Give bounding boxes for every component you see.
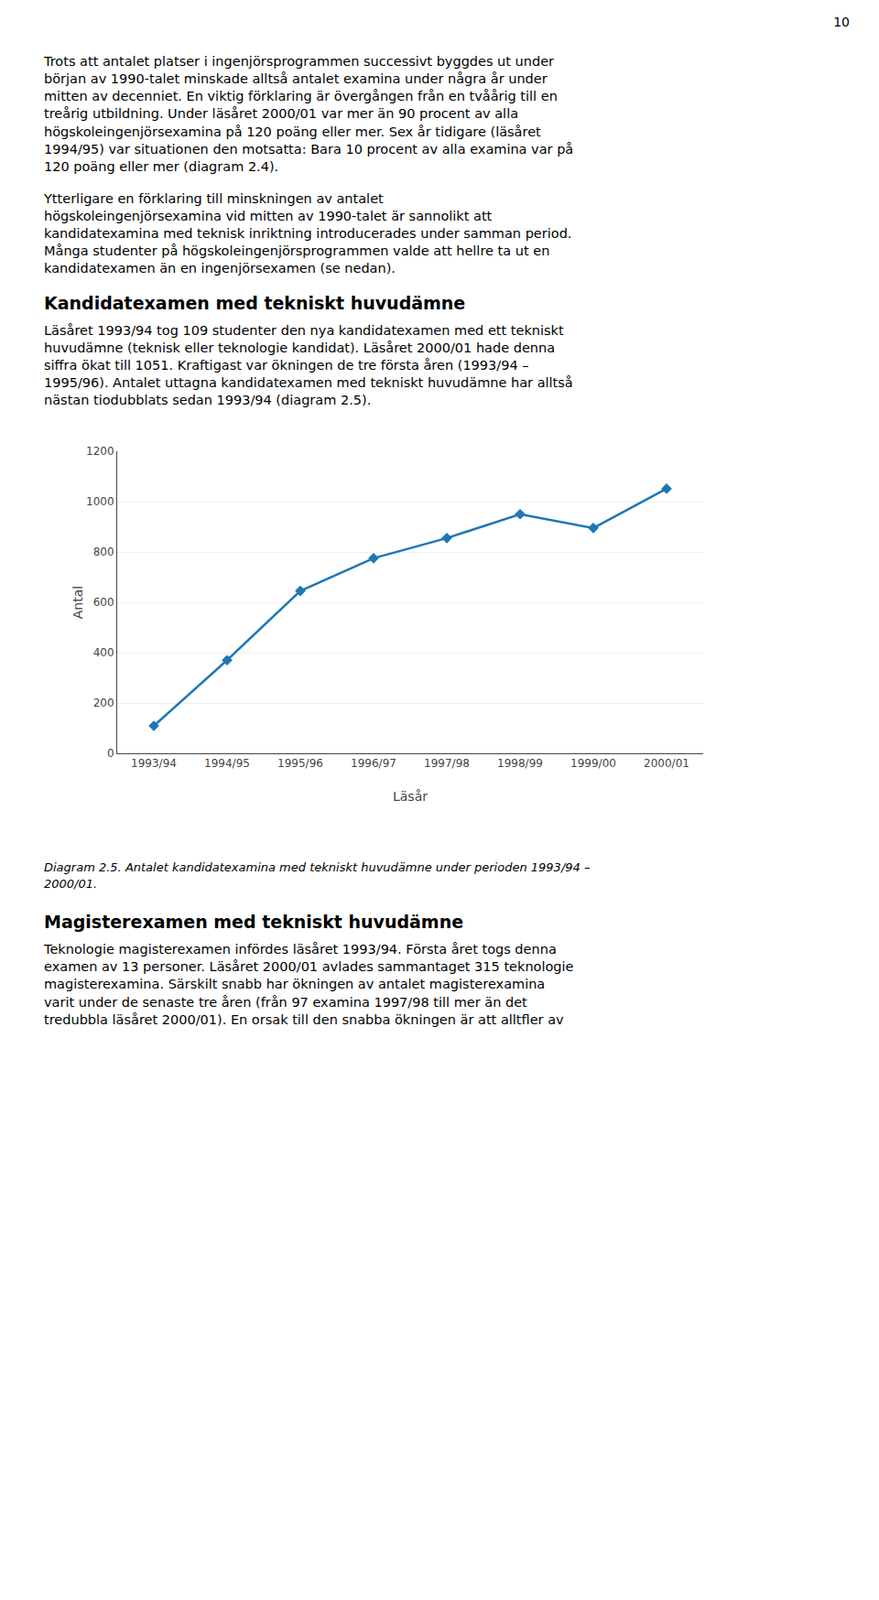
svg-text:1998/99: 1998/99 [497,758,543,771]
svg-text:1999/00: 1999/00 [570,758,617,771]
svg-text:1993/94: 1993/94 [130,758,177,771]
svg-text:Läsår: Läsår [392,789,428,804]
html-text:Diagram 2.5. Antalet kandidate: Diagram 2.5. Antalet kandidatexamina med… [43,860,591,891]
html-text:Trots att antalet platser i in: Trots att antalet platser i ingenjörspro… [43,54,574,174]
svg-text:Antal: Antal [70,586,86,619]
html-text:Kandidatexamen med tekniskt hu: Kandidatexamen med tekniskt huvudämne [43,292,466,313]
html-text:10: 10 [833,14,850,30]
html-text:Teknologie magisterexamen infö: Teknologie magisterexamen infördes läsår… [43,942,574,1028]
html-text:Läsåret 1993/94 tog 109 studen: Läsåret 1993/94 tog 109 studenter den ny… [43,322,573,408]
svg-text:0: 0 [107,747,115,760]
svg-text:1994/95: 1994/95 [204,758,250,771]
svg-text:800: 800 [93,545,115,559]
svg-text:1996/97: 1996/97 [350,758,397,771]
svg-text:1000: 1000 [86,495,115,509]
svg-text:200: 200 [93,696,115,710]
html-text:Magisterexamen med tekniskt hu: Magisterexamen med tekniskt huvudämne [43,912,464,933]
svg-text:1995/96: 1995/96 [277,758,324,771]
svg-text:1997/98: 1997/98 [423,758,470,771]
svg-text:400: 400 [93,646,115,660]
html-text:Ytterligare en förklaring till: Ytterligare en förklaring till minskning… [43,191,572,276]
svg-text:600: 600 [93,596,115,609]
svg-text:2000/01: 2000/01 [643,758,690,771]
svg-text:1200: 1200 [86,444,115,458]
